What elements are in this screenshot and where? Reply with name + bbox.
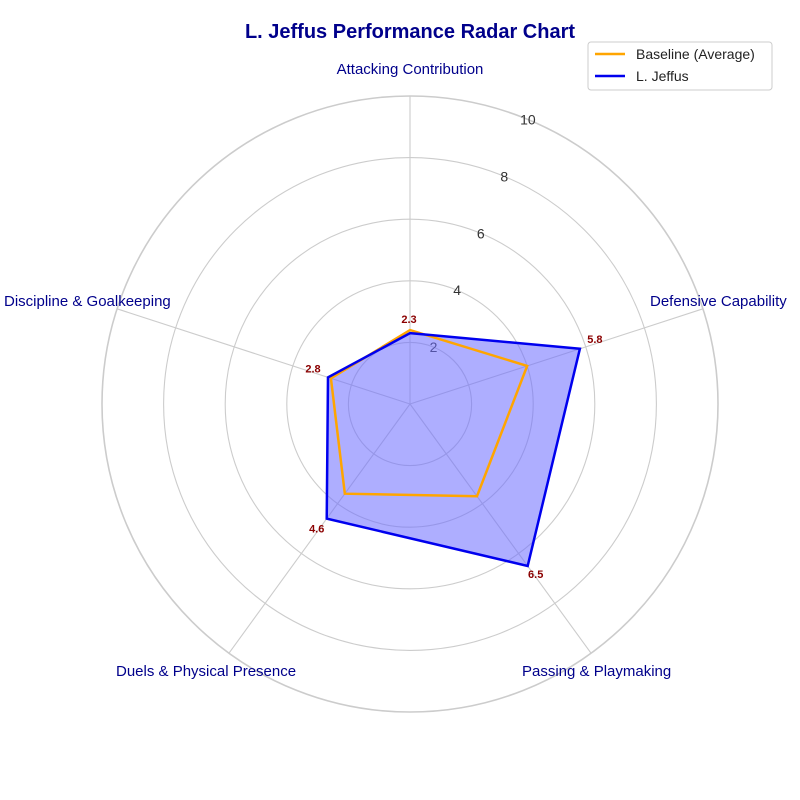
category-label: Attacking Contribution — [337, 61, 484, 78]
data-value-label: 2.8 — [305, 363, 320, 375]
radial-tick-label: 8 — [500, 168, 508, 184]
data-value-label: 2.3 — [401, 314, 416, 326]
category-label: Duels & Physical Presence — [116, 663, 296, 680]
data-value-label: 4.6 — [309, 524, 324, 536]
radial-tick-label: 4 — [453, 282, 461, 298]
data-value-label: 5.8 — [587, 334, 602, 346]
series-fill-1 — [326, 333, 580, 566]
legend-label-baseline: Baseline (Average) — [636, 46, 755, 62]
category-label: Discipline & Goalkeeping — [4, 293, 171, 310]
radar-labels: Attacking Contribution Defensive Capabili… — [4, 61, 787, 680]
series-line-0 — [329, 328, 529, 498]
radial-tick-label: 6 — [477, 225, 485, 241]
legend-box — [587, 41, 773, 91]
legend: Baseline (Average) L. Jeffus — [587, 41, 773, 91]
series-line-1 — [325, 331, 582, 568]
data-value-label: 6.5 — [528, 569, 543, 581]
category-label: Passing & Playmaking — [522, 663, 671, 680]
category-label: Defensive Capability — [650, 293, 787, 310]
chart-title: L. Jeffus Performance Radar Chart — [245, 21, 575, 43]
radar-grid: 246810 — [101, 95, 719, 713]
radar-series — [325, 328, 582, 568]
legend-label-jeffus: L. Jeffus — [636, 68, 689, 84]
radial-tick-label: 10 — [520, 111, 536, 127]
